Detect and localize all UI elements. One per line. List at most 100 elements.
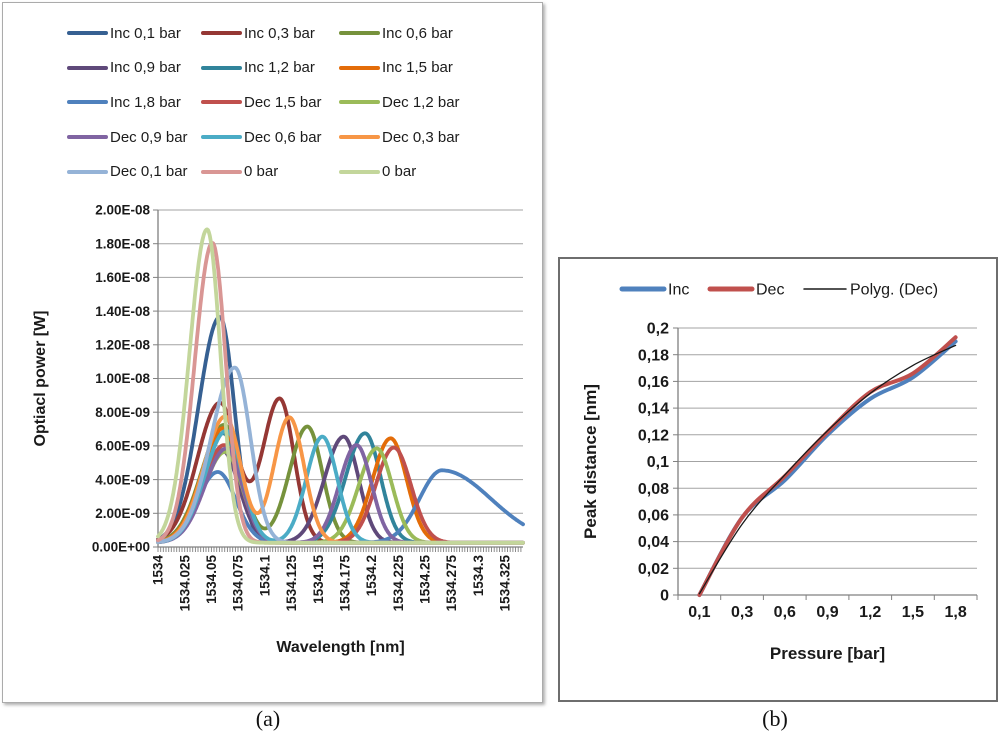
legend-swatch-line (67, 135, 108, 140)
chart-b-panel: 0 0,02 0,04 0,06 0,08 0,1 0,12 0,14 0,16 0,18 0,2 0… (558, 257, 998, 702)
y-tick-label: 0,2 (647, 321, 669, 338)
legend-item: Inc 0,3 bar (201, 16, 339, 51)
legend-item: Inc 1,2 bar (201, 51, 339, 86)
x-axis-title: Wavelength [nm] (276, 639, 404, 656)
legend-item: 0 bar (339, 154, 491, 189)
spectra-chart: 0.00E+00 2.00E-09 4.00E-09 6.00E-09 8.00E-09… (32, 203, 525, 656)
chart-a-panel: Inc 0,1 bar Inc 0,3 bar Inc 0,6 bar Inc 0,9… (2, 2, 543, 703)
legend-label: 0 bar (244, 163, 279, 181)
caption-a: (a) (255, 706, 281, 731)
spectra-legend: Inc 0,1 bar Inc 0,3 bar Inc 0,6 bar Inc 0,9… (67, 16, 491, 189)
x-axis-title: Pressure [bar] (770, 644, 885, 663)
y-tick-label: 4.00E-09 (95, 472, 150, 487)
x-tick-label: 0,1 (688, 604, 710, 621)
caption-b: (b) (762, 706, 788, 731)
legend-swatch-line (201, 100, 242, 105)
legend-label: Inc 0,6 bar (382, 24, 453, 42)
legend-item: Inc 1,5 bar (339, 51, 491, 86)
legend-item: Dec 1,2 bar (339, 85, 491, 120)
y-tick-label: 0,02 (638, 561, 669, 578)
y-tick-label: 0,14 (638, 401, 669, 418)
legend-item: Dec 1,5 bar (201, 85, 339, 120)
y-tick-label: 0,08 (638, 481, 669, 498)
legend-label: Inc (668, 282, 689, 299)
series-curve-inc (697, 339, 958, 597)
x-tick-label: 1534.225 (391, 555, 406, 612)
y-tick-label: 0,16 (638, 374, 669, 391)
series-curve-0-bar (156, 227, 525, 545)
legend-label: Polyg. (Dec) (850, 282, 938, 299)
x-tick-label: 1534.275 (444, 555, 459, 612)
x-tick-label: 1534.175 (338, 555, 353, 612)
legend-swatch-line (201, 65, 242, 70)
x-tick-label: 1,5 (902, 604, 924, 621)
legend-item: Dec 0,1 bar (67, 154, 201, 189)
y-tick-label: 0,06 (638, 508, 669, 525)
legend-label: Inc 1,8 bar (110, 93, 181, 111)
legend-item: Dec 0,6 bar (201, 120, 339, 155)
legend-swatch-line (339, 135, 380, 140)
y-tick-label: 2.00E-09 (95, 506, 150, 521)
x-tick-label: 1534.1 (257, 555, 272, 597)
legend-label: Dec 0,1 bar (110, 163, 188, 181)
legend-label: Dec 0,6 bar (244, 128, 322, 146)
y-tick-label: 6.00E-09 (95, 439, 150, 454)
legend-swatch-line (339, 100, 380, 105)
legend-label: Inc 1,2 bar (244, 59, 315, 77)
legend-label: Dec 1,2 bar (382, 93, 460, 111)
legend-swatch-line (339, 65, 380, 70)
legend-label: Inc 1,5 bar (382, 59, 453, 77)
x-tick-label: 1534.05 (204, 555, 219, 604)
y-tick-label: 1.20E-08 (95, 338, 150, 353)
legend-item: Inc 1,8 bar (67, 85, 201, 120)
y-tick-label: 1.60E-08 (95, 270, 150, 285)
y-tick-label: 0 (660, 588, 669, 605)
legend-swatch-line (339, 169, 380, 174)
legend-label: Dec 0,9 bar (110, 128, 188, 146)
y-tick-label: 1.80E-08 (95, 236, 150, 251)
y-tick-label: 0.00E+00 (92, 540, 150, 555)
legend-item: Inc 0,9 bar (67, 51, 201, 86)
series-curve-dec-0-6-bar (156, 428, 525, 545)
legend-swatch-line (67, 65, 108, 70)
legend-swatch-line (67, 100, 108, 105)
legend-label: Dec (756, 282, 784, 299)
peak-distance-chart: 0 0,02 0,04 0,06 0,08 0,1 0,12 0,14 0,16 0,18 0,2 0… (581, 282, 978, 663)
legend-label: 0 bar (382, 163, 417, 181)
legend-swatch-line (67, 169, 108, 174)
x-tick-label: 1534.075 (231, 555, 246, 612)
y-tick-label: 1.00E-08 (95, 371, 150, 386)
series-curve-dec (697, 335, 958, 597)
x-tick-label: 1,8 (944, 604, 966, 621)
y-tick-label: 8.00E-09 (95, 405, 150, 420)
legend-label: Dec 0,3 bar (382, 128, 460, 146)
y-tick-label: 0,12 (638, 427, 669, 444)
legend-label: Inc 0,3 bar (244, 24, 315, 42)
x-tick-label: 1534.2 (364, 555, 379, 596)
x-tick-label: 0,6 (774, 604, 796, 621)
y-tick-label: 0,18 (638, 347, 669, 364)
x-tick-label: 1534.25 (418, 555, 433, 604)
x-tick-label: 1,2 (859, 604, 881, 621)
legend-item: Dec 0,9 bar (67, 120, 201, 155)
x-tick-label: 0,9 (816, 604, 838, 621)
y-tick-label: 2.00E-08 (95, 203, 150, 218)
x-tick-label: 1534.15 (311, 555, 326, 604)
legend-swatch-line (201, 169, 242, 174)
legend-swatch-line (339, 31, 380, 36)
x-tick-label: 1534.025 (177, 555, 192, 612)
legend-item: Inc 0,1 bar (67, 16, 201, 51)
series-curve-polyg-dec- (698, 344, 957, 595)
x-tick-label: 1534.125 (284, 555, 299, 612)
y-tick-label: 0,1 (647, 454, 669, 471)
y-tick-label: 1.40E-08 (95, 304, 150, 319)
legend-label: Dec 1,5 bar (244, 93, 322, 111)
x-tick-label: 0,3 (731, 604, 753, 621)
y-tick-label: 0,04 (638, 534, 669, 551)
legend-swatch-line (201, 31, 242, 36)
x-tick-label: 1534 (151, 555, 166, 586)
y-axis-title: Peak distance [nm] (581, 384, 600, 539)
legend-label: Inc 0,1 bar (110, 24, 181, 42)
legend-swatch-line (201, 135, 242, 140)
